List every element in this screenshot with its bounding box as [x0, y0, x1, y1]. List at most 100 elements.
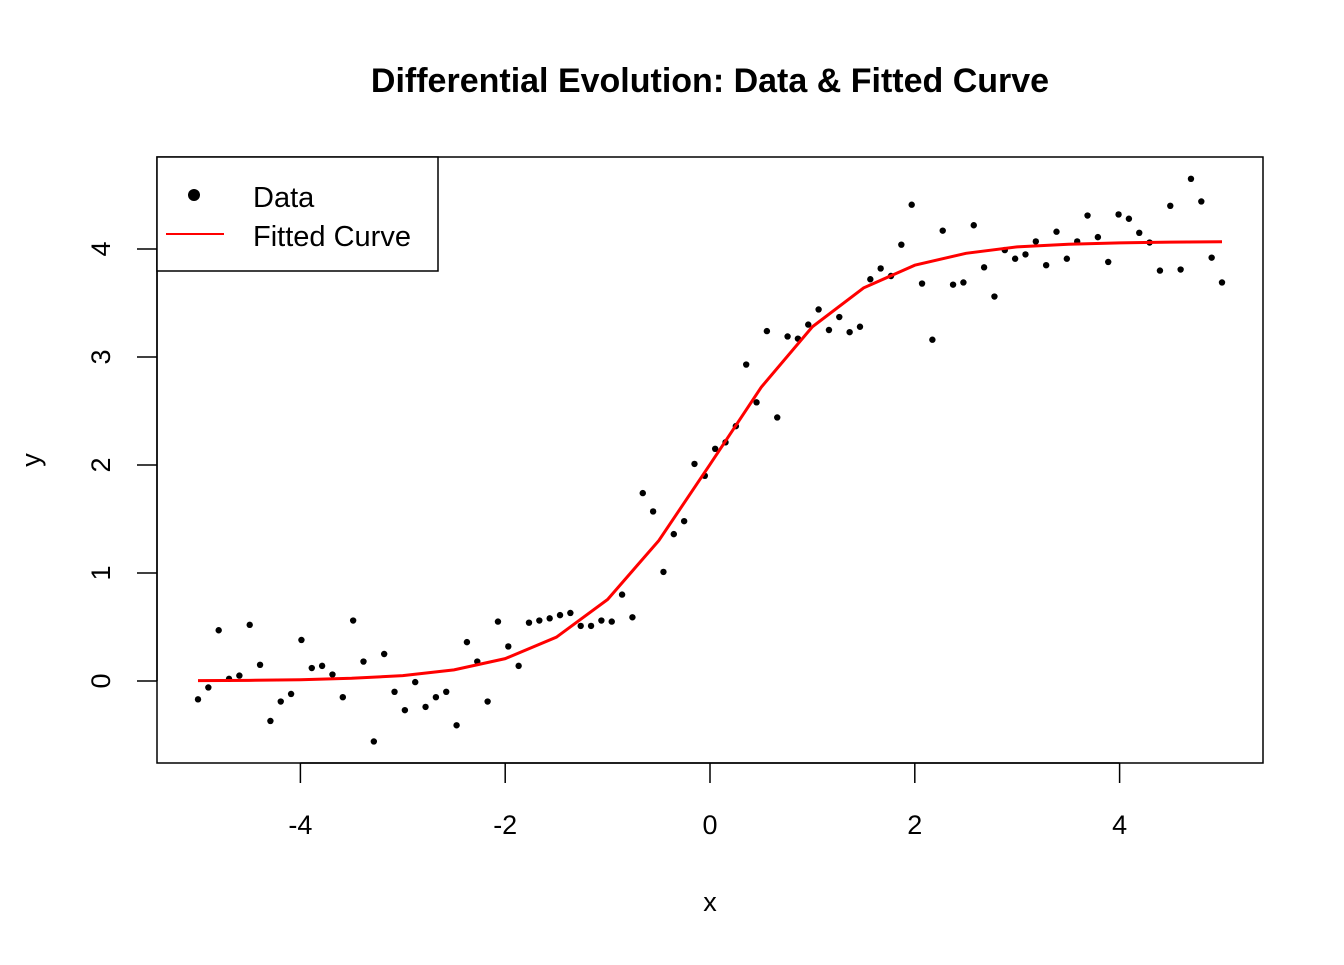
data-point	[743, 361, 750, 368]
chart-title: Differential Evolution: Data & Fitted Cu…	[371, 62, 1049, 100]
data-point	[1115, 211, 1122, 218]
y-tick-label: 1	[86, 565, 116, 580]
data-point	[505, 643, 512, 650]
data-point	[608, 618, 615, 625]
data-point	[1042, 262, 1050, 269]
data-point	[991, 293, 998, 300]
data-point	[898, 241, 905, 248]
x-tick-label: -4	[288, 810, 312, 840]
data-point	[1022, 251, 1029, 258]
data-point	[463, 638, 471, 646]
data-point	[318, 662, 326, 670]
data-point	[805, 321, 812, 328]
x-tick-label: 0	[702, 810, 717, 840]
data-point	[598, 617, 605, 624]
data-point	[1177, 266, 1184, 273]
data-point	[422, 703, 429, 711]
data-point	[329, 671, 336, 678]
data-point	[494, 618, 502, 625]
data-point	[287, 690, 295, 698]
data-point	[784, 333, 791, 340]
data-point	[618, 591, 626, 598]
data-point	[1208, 254, 1215, 261]
y-axis: 0 1 2 3 4	[86, 241, 158, 689]
data-point	[536, 617, 543, 624]
data-point	[1053, 228, 1060, 235]
data-point	[970, 222, 977, 229]
data-point	[1011, 255, 1019, 262]
data-point	[670, 530, 677, 538]
data-point	[867, 276, 874, 283]
data-point	[1218, 279, 1226, 286]
data-point	[567, 609, 574, 617]
data-point	[836, 313, 843, 321]
data-point	[929, 336, 936, 343]
data-point	[256, 661, 264, 668]
data-point	[380, 650, 388, 658]
data-point	[577, 622, 584, 630]
y-tick-label: 4	[86, 241, 116, 256]
legend: Data Fitted Curve	[156, 156, 439, 272]
data-point	[587, 622, 595, 630]
data-point	[391, 688, 398, 695]
data-point	[1156, 267, 1164, 274]
data-point	[360, 658, 367, 665]
y-tick-label: 2	[86, 457, 116, 472]
data-point	[1063, 255, 1071, 262]
data-point	[980, 264, 988, 271]
data-point	[215, 627, 222, 634]
x-axis: -4 -2 0 2 4	[288, 762, 1127, 840]
x-tick-label: -2	[493, 810, 517, 840]
data-point	[691, 460, 698, 468]
data-point	[1125, 215, 1133, 222]
data-point	[277, 698, 284, 705]
data-point	[267, 717, 274, 725]
legend-data-label: Data	[253, 182, 315, 214]
data-point	[556, 611, 564, 619]
data-point	[308, 664, 315, 672]
data-points	[194, 175, 1226, 745]
data-point	[1105, 258, 1112, 266]
data-point	[370, 738, 378, 745]
y-tick-label: 3	[86, 349, 116, 364]
data-point	[246, 621, 253, 629]
data-point	[949, 281, 957, 288]
y-tick-label: 0	[86, 673, 116, 688]
data-point	[205, 684, 212, 691]
x-tick-label: 2	[907, 810, 922, 840]
data-point	[194, 696, 202, 703]
data-point	[856, 323, 864, 330]
data-point	[1032, 238, 1040, 245]
data-point	[825, 326, 833, 334]
data-point	[484, 698, 491, 705]
data-point	[339, 694, 347, 701]
data-point	[639, 489, 646, 497]
data-point	[453, 722, 460, 729]
data-point	[1198, 198, 1205, 205]
x-tick-label: 4	[1112, 810, 1127, 840]
fitted-curve-line	[197, 240, 1223, 683]
data-point	[401, 706, 409, 714]
y-axis-label: y	[16, 453, 46, 467]
data-point	[939, 227, 946, 234]
legend-box	[156, 156, 439, 272]
legend-curve-label: Fitted Curve	[253, 221, 411, 253]
data-point	[546, 615, 553, 622]
data-point	[525, 619, 533, 626]
data-point	[349, 617, 357, 624]
data-point	[753, 399, 760, 406]
legend-data-symbol	[188, 189, 200, 201]
data-point	[1187, 175, 1195, 182]
data-point	[918, 280, 926, 287]
data-point	[815, 306, 822, 313]
data-point	[515, 662, 522, 670]
data-point	[960, 279, 967, 286]
data-point	[1084, 212, 1091, 219]
data-point	[412, 678, 419, 686]
data-point	[298, 636, 305, 644]
data-point	[680, 517, 688, 525]
data-point	[711, 445, 719, 452]
data-point	[877, 265, 884, 272]
data-point	[660, 568, 667, 576]
